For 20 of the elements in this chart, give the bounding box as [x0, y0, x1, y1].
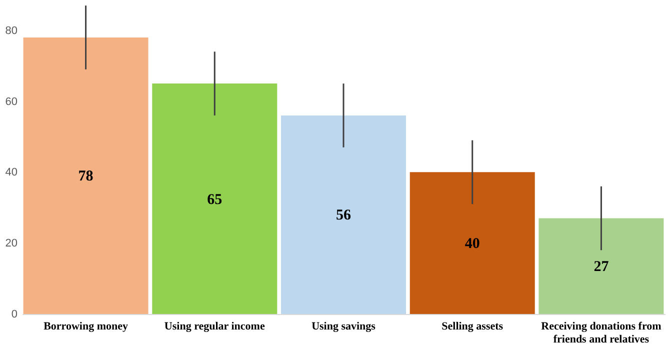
y-tick-label: 40	[5, 166, 18, 179]
x-tick-label: Using regular income	[164, 320, 265, 332]
y-tick-label: 60	[5, 96, 18, 108]
data-label: 65	[207, 192, 222, 208]
x-tick-label: Selling assets	[442, 320, 504, 332]
data-label: 40	[464, 236, 480, 252]
data-label: 78	[78, 168, 94, 185]
x-tick-label: Receiving donations from friends and relatives	[541, 320, 662, 346]
bar	[152, 84, 278, 314]
bar	[281, 115, 406, 314]
bar	[23, 37, 148, 314]
y-tick-label: 80	[5, 24, 18, 37]
data-label: 27	[594, 259, 610, 276]
bar	[538, 218, 664, 314]
bar	[410, 172, 535, 314]
x-tick-label: Using savings	[312, 320, 376, 332]
data-label: 56	[336, 208, 352, 224]
x-tick-label: Borrowing money	[44, 320, 128, 332]
y-tick-label: 0	[11, 308, 18, 320]
y-tick-label: 20	[5, 238, 18, 250]
